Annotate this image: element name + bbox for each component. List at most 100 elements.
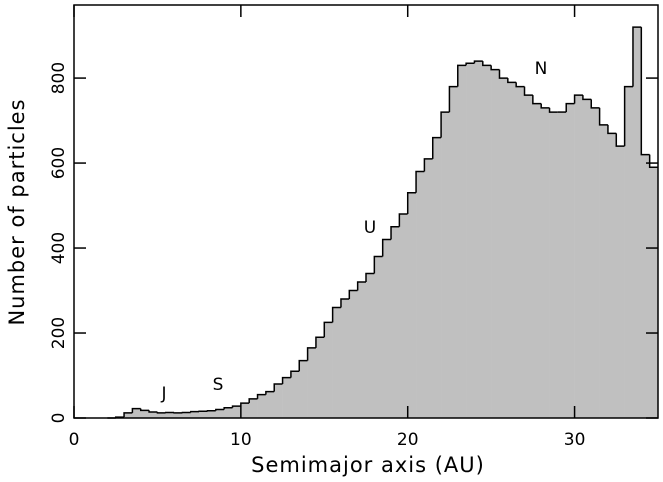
bar-outline xyxy=(331,306,341,323)
bar-outline xyxy=(640,27,650,156)
x-tick-label: 30 xyxy=(564,430,586,450)
bar-outline xyxy=(448,85,458,113)
bar xyxy=(516,86,525,418)
bar-outline xyxy=(415,170,425,193)
bar xyxy=(174,412,183,418)
bar-outline xyxy=(423,158,433,172)
y-axis-label: Number of particles xyxy=(5,98,29,325)
bar-outline xyxy=(131,407,141,413)
y-tick-label: 200 xyxy=(49,317,69,349)
bar xyxy=(499,78,509,418)
bar-outline xyxy=(482,61,492,67)
bar xyxy=(407,192,417,418)
bar-outline xyxy=(240,402,250,407)
bar xyxy=(449,86,459,418)
bar xyxy=(232,406,242,418)
bar-outline xyxy=(440,111,450,138)
bar xyxy=(549,112,559,419)
bar-outline xyxy=(373,255,383,274)
bar-outline xyxy=(381,238,392,257)
bar-outline xyxy=(365,272,375,283)
bar xyxy=(374,256,383,418)
bar xyxy=(574,95,584,418)
bar xyxy=(240,403,250,418)
bar xyxy=(399,214,409,418)
bar xyxy=(382,239,392,418)
bar-outline xyxy=(548,107,558,113)
y-tick-label: 0 xyxy=(49,413,69,424)
bar xyxy=(315,337,325,418)
bar-outline xyxy=(540,103,550,109)
plot-frame xyxy=(73,4,659,419)
bar xyxy=(566,103,575,418)
bar xyxy=(349,290,358,418)
bar xyxy=(557,112,567,419)
annotation: N xyxy=(535,59,548,79)
bar-outline xyxy=(306,347,316,361)
bar-outline xyxy=(648,154,658,169)
bar xyxy=(432,137,442,418)
bar-outline xyxy=(139,408,150,412)
annotation: J xyxy=(160,384,166,404)
bar xyxy=(366,273,375,418)
bar-outline xyxy=(590,99,600,109)
bar xyxy=(491,69,500,419)
bar xyxy=(332,307,342,418)
bar-outline xyxy=(523,86,533,96)
bar xyxy=(524,95,534,418)
bar xyxy=(274,384,283,418)
bar xyxy=(474,61,484,418)
bar xyxy=(224,407,233,418)
bar-outline xyxy=(498,69,508,79)
bar xyxy=(416,171,425,418)
y-tick-label: 800 xyxy=(49,62,69,94)
bar-outline xyxy=(473,60,483,64)
bar xyxy=(265,391,275,418)
annotation: S xyxy=(213,375,224,395)
bar xyxy=(641,154,650,418)
bar-outline xyxy=(598,107,608,126)
bar-outline xyxy=(573,94,583,104)
bar-outline xyxy=(615,133,625,147)
bar xyxy=(599,124,609,418)
y-tick-label: 600 xyxy=(49,147,69,179)
bar xyxy=(482,65,492,418)
bar-outline xyxy=(298,359,308,372)
bar xyxy=(165,412,175,418)
bar xyxy=(182,412,192,418)
y-tick-label: 400 xyxy=(49,232,69,264)
bar-outline xyxy=(390,226,400,240)
x-tick-label: 20 xyxy=(397,430,419,450)
bar xyxy=(190,411,200,418)
bar-outline xyxy=(273,383,283,392)
bar-outline xyxy=(532,95,542,105)
bar xyxy=(340,299,350,418)
bar-outline xyxy=(465,62,475,66)
bar xyxy=(391,226,400,418)
bar-outline xyxy=(515,82,525,88)
bar xyxy=(215,409,225,418)
bar-outline xyxy=(290,370,300,378)
x-tick-label: 10 xyxy=(230,430,252,450)
bar xyxy=(357,282,367,418)
bar-outline xyxy=(406,192,417,215)
bar xyxy=(457,65,467,418)
bar-outline xyxy=(123,412,133,418)
bar xyxy=(132,408,142,418)
bar xyxy=(607,133,617,419)
bar-outline xyxy=(490,65,500,71)
bar-outline xyxy=(348,289,358,300)
bar-outline xyxy=(431,136,442,159)
bar-outline xyxy=(457,64,467,87)
bar-outline xyxy=(632,26,642,87)
bar-outline xyxy=(582,95,592,101)
bar-outline xyxy=(190,410,200,413)
bar-outline xyxy=(265,390,275,395)
bar xyxy=(424,158,434,419)
bar xyxy=(616,146,625,418)
bar-outline xyxy=(248,398,258,404)
bar xyxy=(649,167,659,418)
bar xyxy=(532,103,542,418)
bar-outline xyxy=(398,213,408,227)
bar-outline xyxy=(256,393,266,399)
